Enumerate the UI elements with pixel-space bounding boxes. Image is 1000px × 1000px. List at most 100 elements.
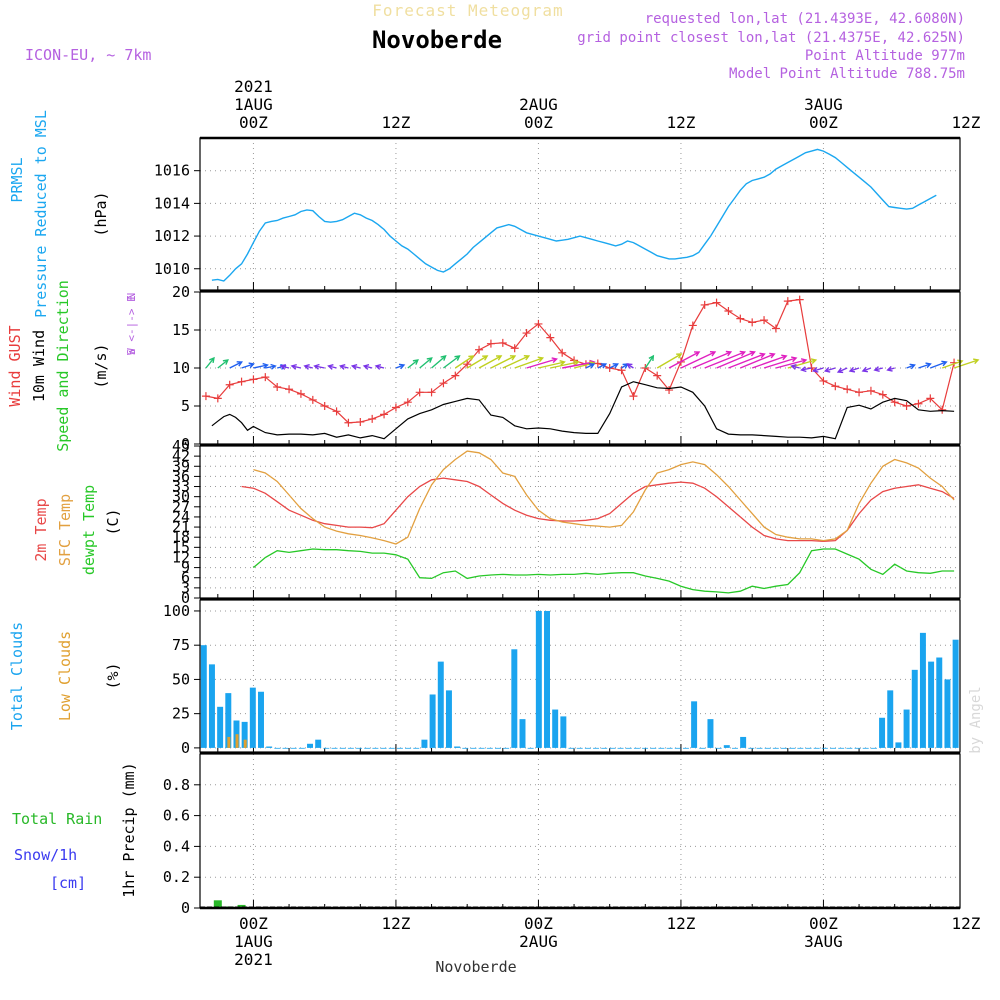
total-cloud-bar <box>486 747 493 749</box>
wind-direction-arrow <box>478 355 502 369</box>
wind-arrow-head <box>209 356 215 364</box>
gust-marker <box>748 318 757 327</box>
wind-direction-arrow <box>801 367 812 371</box>
wind-arrow-head <box>509 355 517 361</box>
wind-arrow-head <box>909 363 916 370</box>
wind-arrow-head <box>313 363 320 370</box>
wind-direction-arrow <box>668 351 700 369</box>
gust-marker <box>463 360 472 369</box>
gust-marker <box>415 388 424 397</box>
total-cloud-bar <box>821 747 828 749</box>
total-cloud-bar <box>298 747 305 749</box>
wind-direction-arrow <box>241 363 254 369</box>
total-cloud-bar <box>454 746 461 748</box>
gust-marker <box>391 403 400 412</box>
total-cloud-bar <box>388 747 395 749</box>
wind-arrow-head <box>398 363 406 370</box>
gust-marker <box>653 371 662 380</box>
wind-arrow-head <box>482 355 489 361</box>
page-title: Novoberde <box>372 26 502 54</box>
top-time-label: 3AUG <box>804 95 843 114</box>
gust-marker <box>486 339 495 348</box>
wind-direction-arrow <box>930 361 947 369</box>
total-cloud-bar <box>266 746 273 748</box>
wind-arrow-head <box>412 359 419 365</box>
wind-arrow-head <box>262 362 269 369</box>
total-cloud-bar <box>347 747 354 749</box>
y-tick-label: 24 <box>172 508 190 526</box>
wind-arrow-head <box>769 352 776 359</box>
total-cloud-bar <box>307 743 314 748</box>
gust-marker <box>629 392 638 401</box>
y-tick-label: 12 <box>172 548 190 566</box>
gust-marker <box>249 375 258 384</box>
total-cloud-bar <box>527 747 534 749</box>
y-tick-label: 45 <box>172 437 190 455</box>
total-cloud-bar <box>258 691 264 748</box>
y-tick-label: 42 <box>172 447 190 465</box>
total-cloud-bar <box>396 747 403 749</box>
wind-arrow-head <box>790 364 797 370</box>
header: Forecast Meteogram Novoberde ICON-EU, ~ … <box>25 1 965 82</box>
super-title: Forecast Meteogram <box>372 1 563 20</box>
wind-direction-arrow <box>502 355 530 369</box>
panel-frame <box>199 445 961 599</box>
wind-arrow-head <box>327 364 334 370</box>
wind-arrow-head <box>537 356 545 363</box>
wind-direction-arrow <box>526 358 557 369</box>
wind-direction-arrow <box>454 355 474 369</box>
temp-unit: (C) <box>104 508 122 535</box>
total-cloud-bar <box>519 719 526 748</box>
y-tick-label: 1014 <box>154 194 190 212</box>
y-tick-label: 1012 <box>154 227 190 245</box>
wind-arrow-head <box>739 350 747 357</box>
wind-arrow-head <box>362 364 370 370</box>
total-cloud-bar <box>944 679 951 748</box>
wind-direction-arrow <box>837 367 848 373</box>
total-cloud-bar <box>919 632 926 748</box>
total-cloud-bar <box>642 747 649 749</box>
gust-marker <box>498 338 507 347</box>
gust-marker <box>855 388 864 397</box>
total-cloud-bar <box>854 747 861 749</box>
bottom-time-label: 00Z <box>809 914 838 933</box>
gust-marker <box>403 398 412 407</box>
total-cloud-bar <box>315 739 322 748</box>
y-tick-label: 5 <box>181 397 190 415</box>
panel-frame <box>199 599 961 753</box>
total-cloud-bar <box>691 701 698 748</box>
low-clouds-label: Low Clouds <box>56 631 74 721</box>
wind-arrow-head <box>694 351 701 357</box>
gust-marker <box>771 324 780 333</box>
compass-n: N <box>125 293 138 300</box>
total-cloud-bar <box>813 747 820 749</box>
wind-arrow-head <box>573 359 580 366</box>
gust-marker <box>225 380 234 389</box>
gust-marker <box>296 389 305 398</box>
snow-label: Snow/1h <box>14 846 77 864</box>
wind-direction-arrow <box>728 353 765 369</box>
gust-marker <box>308 395 317 404</box>
total-cloud-bar <box>274 747 281 749</box>
wind-arrow-head <box>626 363 633 369</box>
gust-marker <box>237 377 246 386</box>
total-cloud-bar <box>740 736 747 748</box>
total-cloud-bar <box>764 747 771 749</box>
total-cloud-bar <box>405 747 412 749</box>
total-cloud-bar <box>552 709 559 748</box>
wind-arrow-head <box>303 364 310 370</box>
footer-station: Novoberde <box>435 958 516 976</box>
pressure-line <box>211 148 937 282</box>
gust-marker <box>427 388 436 397</box>
wind-direction-arrow <box>918 363 931 369</box>
wind-direction-arrow <box>466 355 488 369</box>
gust-marker <box>344 418 353 427</box>
gust-marker <box>261 373 270 382</box>
pressure-long-label: Pressure Reduced to MSL <box>32 110 50 318</box>
total-cloud-bar <box>838 747 845 749</box>
total-cloud-bar <box>781 747 787 749</box>
y-tick-label: 50 <box>172 670 190 688</box>
low-cloud-bar <box>235 734 239 748</box>
bottom-time-label: 00Z <box>239 914 268 933</box>
wind-direction-arrow <box>813 367 824 372</box>
